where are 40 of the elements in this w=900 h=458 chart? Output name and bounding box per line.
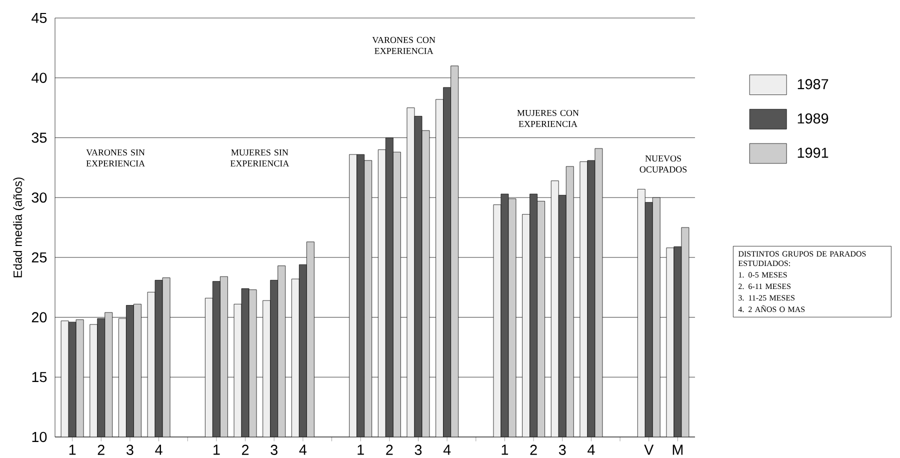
- x-tick-label: 1: [214, 444, 220, 455]
- x-tick-label: 3: [126, 444, 134, 455]
- legend-label: 1991: [798, 148, 828, 158]
- y-tick-label: 20: [32, 312, 47, 322]
- text: 2. 6-11 MESES: [738, 284, 791, 290]
- x-tick-label: 1: [358, 444, 364, 455]
- y-tick-label: 45: [32, 12, 47, 24]
- x-tick-label: 2: [386, 444, 393, 455]
- x-tick-label: 4: [588, 444, 595, 455]
- x-tick-label: V: [644, 444, 654, 455]
- y-tick-label: 25: [32, 252, 47, 263]
- text: 3. 11-25 MESES: [738, 295, 795, 301]
- y-tick-label: 40: [32, 72, 47, 83]
- x-tick-label: 3: [414, 444, 422, 455]
- annotation: NUEVOS OCUPADOS: [640, 155, 687, 172]
- x-tick-label: 4: [155, 444, 162, 455]
- annotation: VARONES CON EXPERIENCIA: [372, 36, 436, 54]
- text: 1. 0-5 MESES: [738, 272, 787, 278]
- y-tick-label: 15: [32, 372, 47, 382]
- annotation: MUJERES CON EXPERIENCIA: [517, 110, 579, 127]
- x-tick-label: 3: [558, 444, 566, 455]
- legend-label: 1987: [798, 79, 828, 90]
- annotation: VARONES SIN EXPERIENCIA: [86, 149, 145, 167]
- y-tick-label: 10: [32, 432, 47, 442]
- annotation: MUJERES SIN EXPERIENCIA: [230, 149, 290, 167]
- y-tick-label: 30: [32, 192, 47, 203]
- x-tick-label: 2: [98, 444, 104, 455]
- y-axis-title: Edad media (años): [13, 178, 24, 278]
- x-tick-label: 3: [270, 444, 278, 455]
- x-tick-label: 1: [502, 444, 508, 455]
- x-tick-label: 4: [443, 444, 451, 455]
- x-tick-label: 4: [299, 444, 307, 455]
- x-tick-label: 2: [530, 444, 537, 455]
- x-tick-label: 1: [69, 444, 76, 455]
- x-tick-label: 2: [242, 444, 249, 455]
- text: 4. 2 AÑOS O MAS: [738, 305, 805, 312]
- y-tick-label: 35: [32, 132, 47, 143]
- legend-label: 1989: [798, 113, 828, 124]
- text: DISTINTOS GRUPOS DE PARADOS ESTUDIADOS:: [738, 251, 866, 266]
- x-tick-label: M: [672, 444, 683, 455]
